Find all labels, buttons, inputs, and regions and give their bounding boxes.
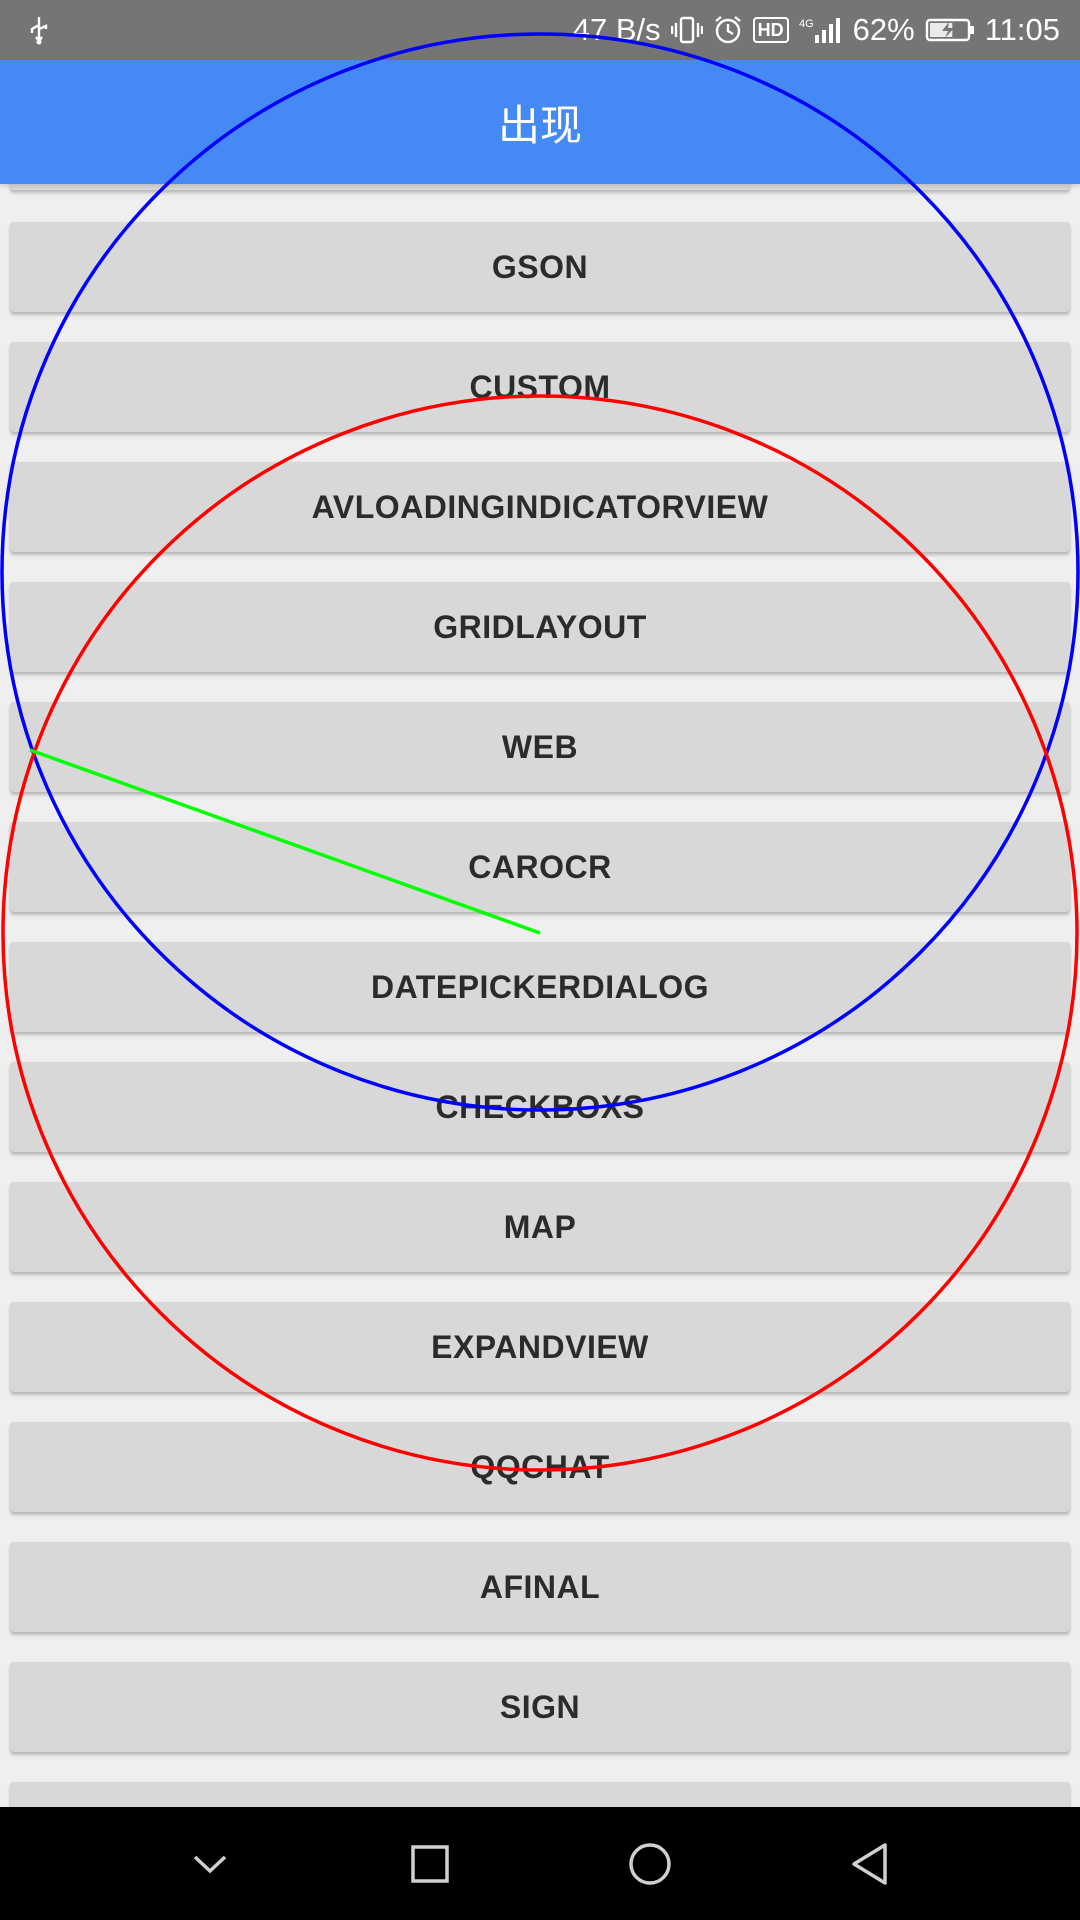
checkboxs-button[interactable]: CHECKBOXS [10, 1062, 1070, 1152]
alarm-icon [713, 15, 743, 45]
datepickerdialog-button[interactable]: DATEPICKERDIALOG [10, 942, 1070, 1032]
svg-text:4G: 4G [799, 18, 814, 30]
web-button[interactable]: WEB [10, 702, 1070, 792]
carocr-button[interactable]: CAROCR [10, 822, 1070, 912]
status-bar: 47 B/s HD 4G 62% [0, 0, 1080, 60]
custom-button[interactable]: CUSTOM [10, 342, 1070, 432]
battery-percent: 62% [852, 12, 915, 47]
list-button-partial-bottom[interactable] [10, 1782, 1070, 1807]
app-bar: 出现 [0, 60, 1080, 184]
afinal-button[interactable]: AFINAL [10, 1542, 1070, 1632]
page-title: 出现 [497, 101, 582, 149]
chevron-down-icon[interactable] [170, 1824, 250, 1904]
list-button-partial-top[interactable] [10, 184, 1070, 190]
home-circle-icon[interactable] [610, 1824, 690, 1904]
vibrate-icon [670, 15, 703, 45]
recents-square-icon[interactable] [390, 1824, 470, 1904]
sign-button[interactable]: SIGN [10, 1662, 1070, 1752]
status-left [28, 15, 50, 45]
hd-icon: HD [752, 17, 789, 43]
navigation-bar [0, 1807, 1080, 1920]
network-speed: 47 B/s [572, 12, 661, 47]
usb-icon [28, 15, 50, 45]
qqchat-button[interactable]: QQCHAT [10, 1422, 1070, 1512]
battery-charging-icon [925, 16, 975, 44]
status-right: 47 B/s HD 4G 62% [573, 12, 1060, 48]
button-list[interactable]: GSON CUSTOM AVLOADINGINDICATORVIEW GRIDL… [0, 184, 1080, 1807]
map-button[interactable]: MAP [10, 1182, 1070, 1272]
clock-time: 11:05 [984, 12, 1060, 47]
signal-4g-icon: 4G [799, 15, 843, 45]
expandview-button[interactable]: EXPANDVIEW [10, 1302, 1070, 1392]
avloadingindicatorview-button[interactable]: AVLOADINGINDICATORVIEW [10, 462, 1070, 552]
back-triangle-icon[interactable] [830, 1824, 910, 1904]
gridlayout-button[interactable]: GRIDLAYOUT [10, 582, 1070, 672]
gson-button[interactable]: GSON [10, 222, 1070, 312]
